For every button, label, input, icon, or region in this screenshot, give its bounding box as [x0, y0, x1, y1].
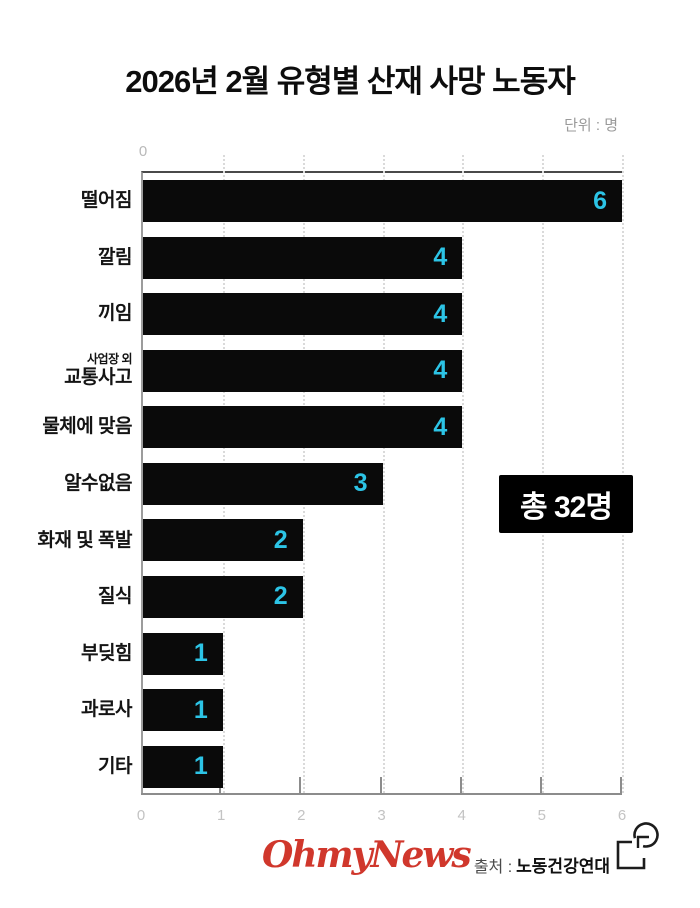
bar-row: 질식 2	[98, 569, 622, 626]
bar: 4	[143, 349, 463, 392]
bar-row: 화재 및 폭발 2	[38, 512, 622, 569]
category-label: 떨어짐	[81, 190, 132, 212]
source-line: 출처 : 노동건강연대	[474, 852, 610, 877]
top-zero-label: 0	[138, 143, 148, 160]
bar-rows: 떨어짐 6 깔림 4 끼임 4 사업장 외 교통사고 4 물체에 맞음 4 알수없음 3 화재 및 폭발 2…	[38, 173, 622, 795]
axis-tick	[539, 777, 542, 795]
axis-tick	[459, 777, 462, 795]
bar: 4	[143, 293, 463, 336]
category-label: 사업장 외 교통사고	[2, 352, 133, 389]
axis-tick-label: 4	[457, 807, 466, 824]
bar-row: 알수없음 3	[64, 456, 622, 513]
axis-tick-label: 6	[617, 807, 627, 824]
category-sublabel: 사업장 외	[87, 352, 133, 367]
category-label: 기타	[98, 755, 132, 777]
category-label: 부딪힘	[81, 642, 132, 664]
bar-row: 부딪힘 1	[81, 625, 622, 682]
bar-row: 기타 1	[98, 738, 622, 795]
bar: 1	[143, 689, 223, 732]
bar-value-label: 4	[433, 412, 448, 441]
axis-tick-label: 0	[136, 807, 146, 824]
gridline	[462, 155, 465, 793]
axis-tick	[299, 777, 302, 795]
category-label: 알수없음	[64, 473, 132, 494]
source-prefix-label: 출처 :	[473, 859, 513, 876]
bar-value-label: 6	[593, 186, 607, 215]
category-label: 끼임	[98, 303, 132, 325]
bar-value-label: 1	[193, 639, 208, 668]
axis-tick-label: 1	[216, 807, 226, 824]
bar-row: 깔림 4	[98, 230, 622, 287]
square-circle-logo-icon	[616, 822, 659, 870]
bar-row: 사업장 외 교통사고 4	[64, 343, 622, 400]
bar: 3	[143, 462, 383, 505]
bar-row: 끼임 4	[98, 286, 622, 343]
source-name: 노동건강연대	[516, 857, 610, 876]
unit-label: 단위 : 명	[564, 117, 618, 134]
bar: 1	[143, 745, 223, 788]
gridline	[542, 155, 545, 793]
bar: 4	[143, 406, 463, 449]
bar-row: 떨어짐 6	[81, 173, 622, 230]
category-label: 깔림	[98, 246, 132, 268]
total-badge: 총 32명	[499, 475, 633, 533]
bar-value-label: 2	[273, 525, 288, 554]
bar: 2	[143, 519, 303, 562]
bar-value-label: 4	[433, 243, 448, 272]
category-label: 물체에 맞음	[42, 416, 132, 438]
bar: 4	[143, 236, 463, 279]
axis-tick	[620, 777, 622, 795]
x-axis: 0 1 2 3 4 5 6	[137, 777, 626, 824]
gridline	[382, 155, 385, 793]
bar-value-label: 1	[193, 695, 208, 724]
chart-plot-area: 0 떨어짐 6 깔림 4 끼임 4 사업장 외 교통사고 4 물체에 맞음 4 알수없음 3 화재 및 폭…	[38, 143, 633, 795]
gridline	[622, 155, 624, 793]
axis-tick-label: 3	[377, 807, 386, 824]
category-label: 질식	[98, 586, 132, 608]
bar-value-label: 2	[273, 582, 288, 611]
category-label: 화재 및 폭발	[37, 529, 133, 551]
bar: 2	[143, 575, 303, 618]
bar-value-label: 1	[193, 752, 208, 781]
axis-tick	[379, 777, 382, 795]
bar: 6	[143, 180, 622, 223]
axis-tick-label: 5	[537, 807, 546, 824]
bar-value-label: 3	[353, 469, 368, 498]
category-label: 과로사	[81, 699, 132, 721]
bar-row: 과로사 1	[81, 682, 622, 739]
bar-value-label: 4	[433, 299, 448, 328]
bar: 1	[143, 632, 223, 675]
page-title: 2026년 2월 유형별 산재 사망 노동자	[125, 64, 576, 99]
axis-tick-label: 2	[297, 807, 306, 824]
brand-logo: OhmyNews	[262, 834, 472, 876]
bar-value-label: 4	[433, 356, 448, 385]
bar-row: 물체에 맞음 4	[42, 399, 622, 456]
